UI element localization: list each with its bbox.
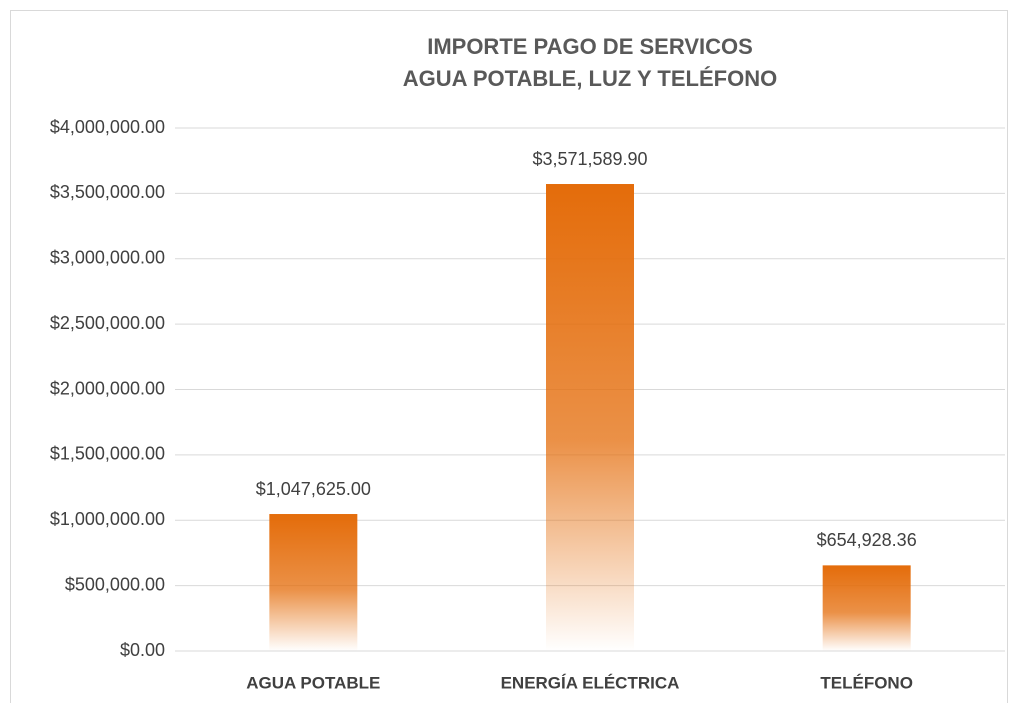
y-tick-label: $1,500,000.00: [50, 444, 165, 464]
bar: [822, 565, 911, 651]
bar: [269, 514, 358, 651]
y-tick-label: $2,000,000.00: [50, 378, 165, 398]
x-tick-label: AGUA POTABLE: [246, 673, 380, 692]
y-tick-label: $3,500,000.00: [50, 182, 165, 202]
data-label: $1,047,625.00: [256, 479, 371, 499]
y-tick-label: $0.00: [120, 640, 165, 660]
chart-title: AGUA POTABLE, LUZ Y TELÉFONO: [403, 66, 777, 91]
y-tick-label: $2,500,000.00: [50, 313, 165, 333]
y-tick-label: $4,000,000.00: [50, 117, 165, 137]
x-tick-label: ENERGÍA ELÉCTRICA: [501, 673, 680, 692]
y-tick-label: $500,000.00: [65, 574, 165, 594]
y-tick-label: $1,000,000.00: [50, 509, 165, 529]
bar: [546, 184, 634, 651]
x-tick-label: TELÉFONO: [820, 673, 913, 692]
y-tick-label: $3,000,000.00: [50, 248, 165, 268]
data-label: $654,928.36: [817, 530, 917, 550]
chart-title: IMPORTE PAGO DE SERVICOS: [427, 34, 753, 59]
data-label: $3,571,589.90: [532, 149, 647, 169]
